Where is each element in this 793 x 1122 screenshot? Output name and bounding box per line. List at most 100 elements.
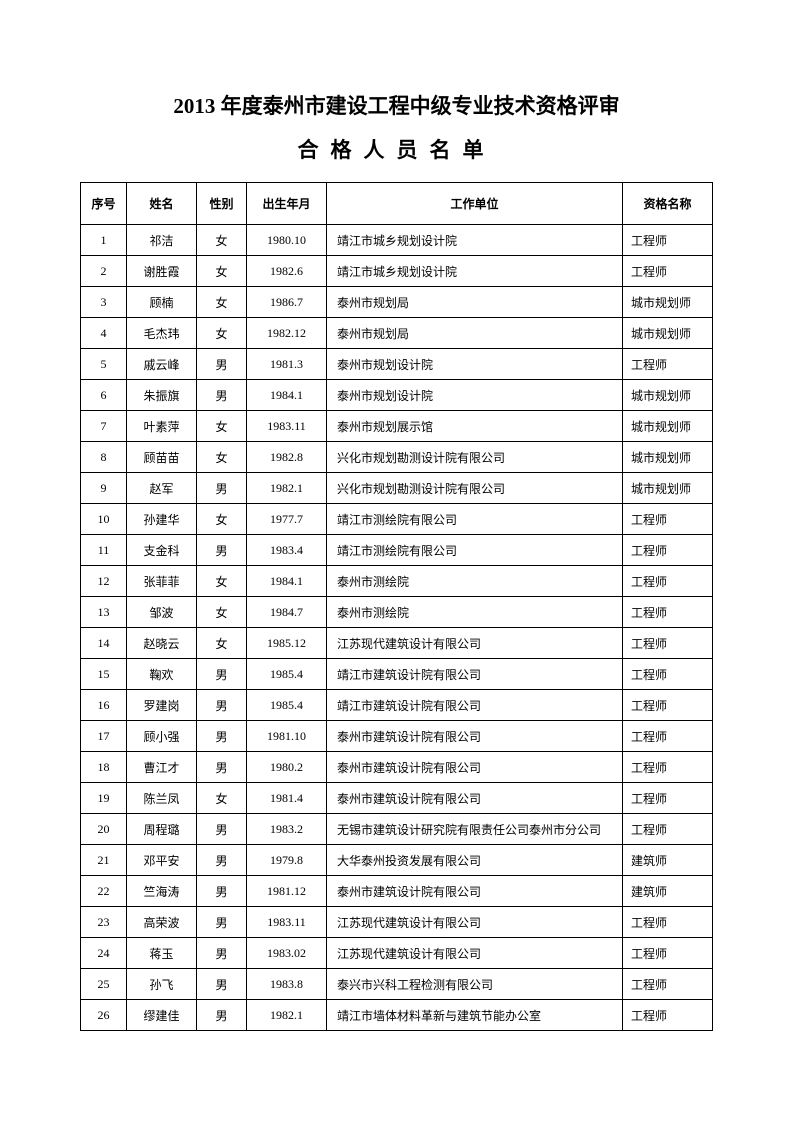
- cell-name: 曹江才: [127, 752, 197, 783]
- cell-seq: 8: [81, 442, 127, 473]
- cell-org: 泰州市规划设计院: [327, 380, 623, 411]
- cell-name: 邓平安: [127, 845, 197, 876]
- table-header-row: 序号 姓名 性别 出生年月 工作单位 资格名称: [81, 183, 713, 225]
- cell-gender: 男: [197, 907, 247, 938]
- cell-birth: 1985.4: [247, 690, 327, 721]
- cell-qual: 建筑师: [623, 845, 713, 876]
- cell-org: 泰州市建筑设计院有限公司: [327, 721, 623, 752]
- cell-qual: 城市规划师: [623, 380, 713, 411]
- cell-seq: 9: [81, 473, 127, 504]
- cell-org: 靖江市墙体材料革新与建筑节能办公室: [327, 1000, 623, 1031]
- cell-name: 竺海涛: [127, 876, 197, 907]
- cell-birth: 1986.7: [247, 287, 327, 318]
- cell-org: 大华泰州投资发展有限公司: [327, 845, 623, 876]
- cell-seq: 17: [81, 721, 127, 752]
- cell-qual: 工程师: [623, 783, 713, 814]
- cell-gender: 女: [197, 628, 247, 659]
- cell-org: 泰州市规划设计院: [327, 349, 623, 380]
- table-row: 20周程璐男1983.2无锡市建筑设计研究院有限责任公司泰州市分公司工程师: [81, 814, 713, 845]
- cell-gender: 男: [197, 814, 247, 845]
- cell-birth: 1979.8: [247, 845, 327, 876]
- cell-org: 靖江市城乡规划设计院: [327, 256, 623, 287]
- cell-birth: 1981.10: [247, 721, 327, 752]
- header-org: 工作单位: [327, 183, 623, 225]
- cell-qual: 城市规划师: [623, 442, 713, 473]
- cell-qual: 工程师: [623, 504, 713, 535]
- table-body: 1祁洁女1980.10靖江市城乡规划设计院工程师2谢胜霞女1982.6靖江市城乡…: [81, 225, 713, 1031]
- cell-name: 罗建岗: [127, 690, 197, 721]
- cell-name: 高荣波: [127, 907, 197, 938]
- cell-birth: 1982.1: [247, 473, 327, 504]
- cell-org: 兴化市规划勘测设计院有限公司: [327, 442, 623, 473]
- cell-seq: 4: [81, 318, 127, 349]
- table-row: 8顾苗苗女1982.8兴化市规划勘测设计院有限公司城市规划师: [81, 442, 713, 473]
- cell-birth: 1985.12: [247, 628, 327, 659]
- cell-org: 江苏现代建筑设计有限公司: [327, 938, 623, 969]
- cell-gender: 女: [197, 256, 247, 287]
- cell-seq: 18: [81, 752, 127, 783]
- cell-name: 顾小强: [127, 721, 197, 752]
- cell-org: 泰州市规划展示馆: [327, 411, 623, 442]
- cell-qual: 工程师: [623, 690, 713, 721]
- table-row: 1祁洁女1980.10靖江市城乡规划设计院工程师: [81, 225, 713, 256]
- cell-org: 江苏现代建筑设计有限公司: [327, 907, 623, 938]
- table-row: 16罗建岗男1985.4靖江市建筑设计院有限公司工程师: [81, 690, 713, 721]
- cell-qual: 工程师: [623, 752, 713, 783]
- cell-org: 泰州市规划局: [327, 318, 623, 349]
- cell-org: 靖江市建筑设计院有限公司: [327, 690, 623, 721]
- cell-gender: 女: [197, 783, 247, 814]
- cell-birth: 1983.02: [247, 938, 327, 969]
- cell-name: 陈兰凤: [127, 783, 197, 814]
- header-seq: 序号: [81, 183, 127, 225]
- cell-org: 泰州市测绘院: [327, 597, 623, 628]
- cell-name: 蒋玉: [127, 938, 197, 969]
- cell-name: 孙飞: [127, 969, 197, 1000]
- cell-gender: 女: [197, 287, 247, 318]
- cell-seq: 6: [81, 380, 127, 411]
- cell-seq: 22: [81, 876, 127, 907]
- cell-org: 泰州市测绘院: [327, 566, 623, 597]
- cell-gender: 女: [197, 411, 247, 442]
- cell-gender: 女: [197, 566, 247, 597]
- cell-birth: 1983.11: [247, 411, 327, 442]
- header-name: 姓名: [127, 183, 197, 225]
- table-row: 11支金科男1983.4靖江市测绘院有限公司工程师: [81, 535, 713, 566]
- cell-qual: 城市规划师: [623, 318, 713, 349]
- cell-org: 泰州市建筑设计院有限公司: [327, 783, 623, 814]
- cell-gender: 男: [197, 969, 247, 1000]
- cell-seq: 16: [81, 690, 127, 721]
- table-row: 19陈兰凤女1981.4泰州市建筑设计院有限公司工程师: [81, 783, 713, 814]
- table-row: 24蒋玉男1983.02江苏现代建筑设计有限公司工程师: [81, 938, 713, 969]
- cell-name: 邹波: [127, 597, 197, 628]
- cell-birth: 1980.10: [247, 225, 327, 256]
- table-row: 17顾小强男1981.10泰州市建筑设计院有限公司工程师: [81, 721, 713, 752]
- cell-org: 靖江市测绘院有限公司: [327, 504, 623, 535]
- cell-org: 江苏现代建筑设计有限公司: [327, 628, 623, 659]
- cell-birth: 1985.4: [247, 659, 327, 690]
- cell-name: 戚云峰: [127, 349, 197, 380]
- cell-name: 支金科: [127, 535, 197, 566]
- cell-qual: 工程师: [623, 628, 713, 659]
- cell-seq: 13: [81, 597, 127, 628]
- cell-gender: 女: [197, 597, 247, 628]
- cell-gender: 男: [197, 721, 247, 752]
- cell-birth: 1982.12: [247, 318, 327, 349]
- cell-birth: 1981.4: [247, 783, 327, 814]
- cell-name: 顾苗苗: [127, 442, 197, 473]
- cell-seq: 10: [81, 504, 127, 535]
- table-row: 23高荣波男1983.11江苏现代建筑设计有限公司工程师: [81, 907, 713, 938]
- cell-gender: 男: [197, 380, 247, 411]
- cell-seq: 3: [81, 287, 127, 318]
- cell-gender: 男: [197, 876, 247, 907]
- cell-seq: 1: [81, 225, 127, 256]
- cell-org: 泰兴市兴科工程检测有限公司: [327, 969, 623, 1000]
- cell-seq: 14: [81, 628, 127, 659]
- cell-seq: 23: [81, 907, 127, 938]
- table-row: 9赵军男1982.1兴化市规划勘测设计院有限公司城市规划师: [81, 473, 713, 504]
- cell-seq: 24: [81, 938, 127, 969]
- table-row: 5戚云峰男1981.3泰州市规划设计院工程师: [81, 349, 713, 380]
- cell-gender: 男: [197, 845, 247, 876]
- cell-name: 赵晓云: [127, 628, 197, 659]
- cell-qual: 工程师: [623, 938, 713, 969]
- cell-seq: 19: [81, 783, 127, 814]
